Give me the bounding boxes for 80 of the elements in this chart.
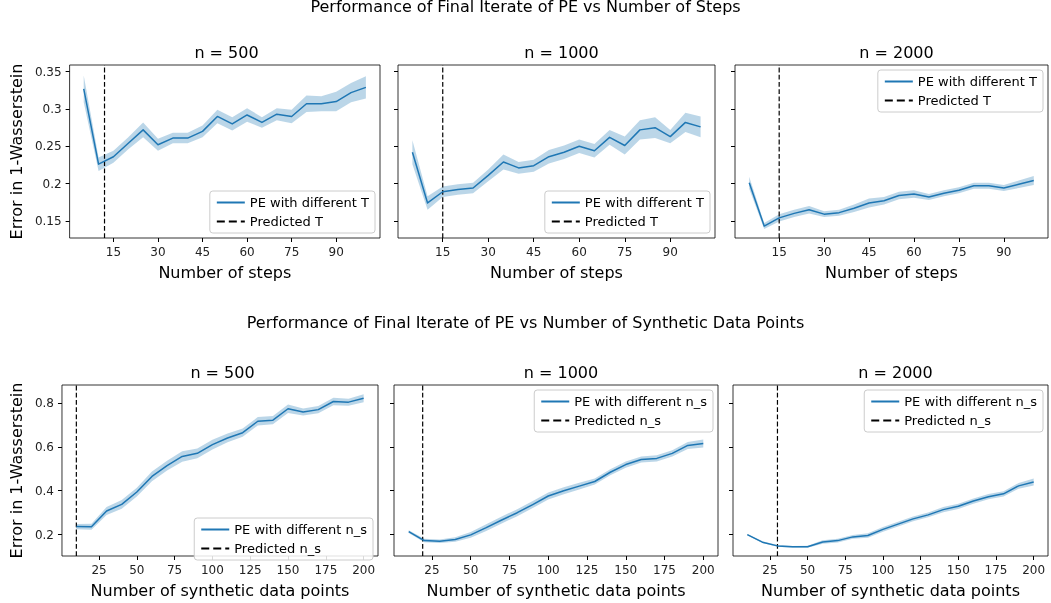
- ref-line-label: Predicted n_s: [904, 413, 992, 428]
- legend-label: PE with different T: [584, 195, 705, 210]
- x-tick-label: 15: [435, 245, 451, 259]
- chart-title: n = 1000: [524, 42, 599, 62]
- x-tick-label: 75: [284, 245, 300, 259]
- ref-line-label: Predicted n_s: [574, 413, 662, 428]
- x-tick-label: 25: [91, 563, 107, 577]
- x-tick-label: 50: [129, 563, 145, 577]
- x-tick-label: 30: [816, 245, 832, 259]
- chart-title: n = 500: [190, 362, 255, 382]
- x-axis-title: Number of synthetic data points: [761, 580, 1020, 600]
- chart-title: n = 2000: [858, 362, 933, 382]
- x-tick-label: 200: [1022, 563, 1046, 577]
- x-tick-label: 175: [984, 563, 1008, 577]
- y-tick-label: 0.25: [34, 139, 62, 154]
- x-tick-label: 50: [463, 563, 479, 577]
- x-tick-label: 30: [480, 245, 496, 259]
- ref-line-label: Predicted T: [917, 93, 991, 108]
- ref-line-label: Predicted n_s: [234, 541, 322, 556]
- x-tick-label: 125: [909, 563, 933, 577]
- x-tick-label: 75: [837, 563, 853, 577]
- y-tick-label: 0.2: [42, 176, 62, 191]
- legend-label: PE with different n_s: [904, 394, 1038, 409]
- x-tick-label: 125: [575, 563, 599, 577]
- x-tick-label: 100: [871, 563, 895, 577]
- legend-label: PE with different n_s: [574, 394, 708, 409]
- x-tick-label: 50: [799, 563, 816, 577]
- legend-label: PE with different T: [249, 195, 370, 210]
- x-tick-label: 75: [166, 563, 183, 577]
- x-tick-label: 45: [526, 245, 542, 259]
- ref-line-label: Predicted T: [584, 214, 658, 229]
- x-tick-label: 150: [614, 563, 638, 577]
- x-tick-label: 60: [906, 245, 922, 259]
- x-axis-title: Number of steps: [490, 262, 623, 282]
- line-series: [82, 86, 367, 165]
- x-tick-label: 15: [105, 245, 122, 259]
- x-tick-label: 15: [771, 245, 787, 259]
- x-tick-label: 25: [424, 563, 440, 577]
- y-tick-label: 0.6: [34, 439, 54, 454]
- x-tick-label: 125: [238, 563, 262, 577]
- x-tick-label: 75: [617, 245, 633, 259]
- x-axis-title: Number of synthetic data points: [90, 580, 350, 600]
- legend-label: PE with different n_s: [234, 522, 368, 537]
- x-tick-label: 60: [239, 245, 255, 259]
- chart-title: n = 1000: [523, 362, 599, 382]
- y-tick-label: 0.8: [34, 395, 54, 410]
- x-tick-label: 90: [662, 245, 678, 259]
- x-tick-label: 75: [951, 245, 967, 259]
- x-tick-label: 175: [653, 563, 676, 577]
- x-tick-label: 90: [996, 245, 1012, 259]
- y-tick-label: 0.15: [34, 213, 62, 228]
- x-tick-label: 60: [571, 245, 587, 259]
- chart-title: n = 2000: [859, 42, 934, 62]
- x-tick-label: 45: [861, 245, 877, 259]
- x-tick-label: 30: [150, 245, 166, 259]
- chart-title: n = 500: [194, 42, 259, 62]
- legend-label: PE with different T: [917, 74, 1038, 89]
- text: Performance of Final Iterate of PE vs Number of Synthetic Data Points: [245, 313, 806, 332]
- y-tick-label: 0.35: [34, 64, 62, 79]
- x-tick-label: 75: [501, 563, 518, 577]
- x-tick-label: 100: [536, 563, 560, 577]
- ref-line-label: Predicted T: [249, 214, 323, 229]
- x-tick-label: 25: [762, 563, 778, 577]
- x-tick-label: 150: [276, 563, 300, 577]
- text: Performance of Final Iterate of PE vs Number of Steps: [309, 0, 742, 16]
- x-axis-title: Number of steps: [825, 262, 958, 282]
- x-tick-label: 45: [194, 245, 211, 259]
- y-tick-label: 0.2: [34, 527, 54, 542]
- y-axis-title: Error in 1-Wasserstein: [6, 382, 26, 559]
- x-tick-label: 150: [946, 563, 970, 577]
- x-axis-title: Number of synthetic data points: [426, 580, 686, 600]
- y-axis-title: Error in 1-Wasserstein: [6, 63, 26, 240]
- x-axis-title: Number of steps: [158, 262, 292, 282]
- y-tick-label: 0.3: [42, 102, 62, 116]
- x-tick-label: 175: [314, 563, 338, 577]
- y-tick-label: 0.4: [34, 483, 54, 498]
- x-tick-label: 200: [352, 563, 376, 577]
- x-tick-label: 100: [200, 563, 224, 577]
- x-tick-label: 200: [691, 563, 715, 577]
- x-tick-label: 90: [328, 245, 344, 259]
